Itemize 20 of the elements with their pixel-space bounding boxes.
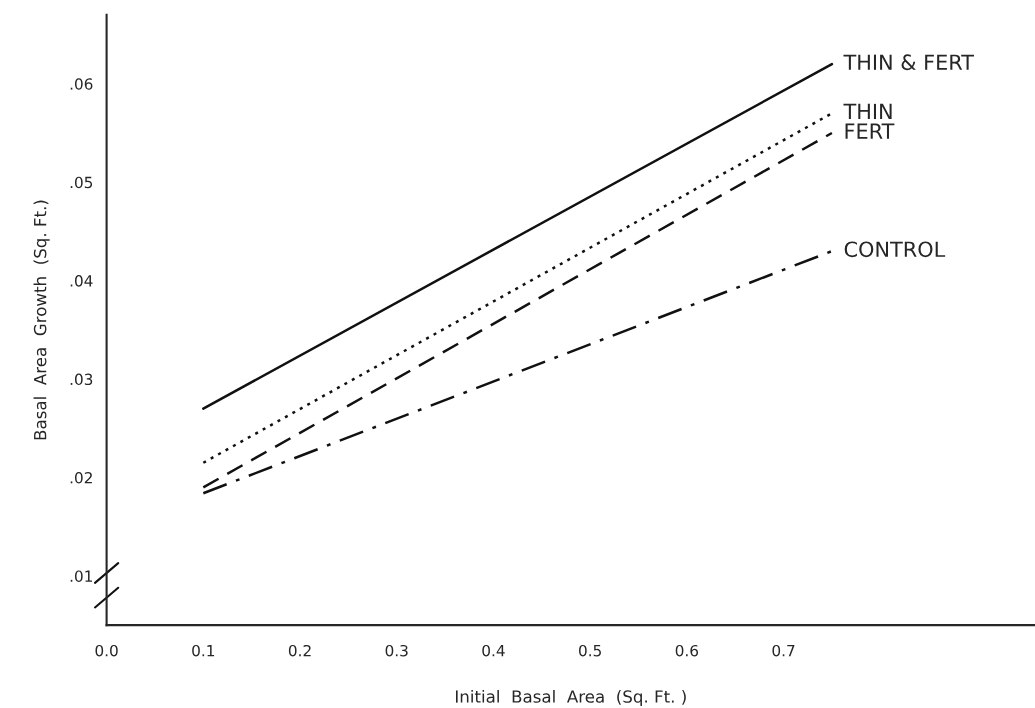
x-tick-label: 0.7 xyxy=(772,644,795,657)
y-tick-label: .02 xyxy=(70,471,92,484)
series-label: CONTROL xyxy=(844,241,946,258)
x-tick-label: 0.4 xyxy=(482,644,505,657)
series-label: FERT xyxy=(845,123,895,139)
x-tick-label: 0.0 xyxy=(95,644,118,657)
x-tick-label: 0.2 xyxy=(288,644,311,657)
x-tick-label: 0.1 xyxy=(192,644,215,657)
y-tick-label: .05 xyxy=(70,176,93,189)
y-tick-label: .04 xyxy=(70,275,93,287)
x-tick-label: 0.6 xyxy=(675,644,699,657)
y-tick-label: .06 xyxy=(70,78,93,90)
series-label: THIN xyxy=(843,103,892,120)
x-tick-label: 0.3 xyxy=(385,644,408,657)
x-axis-title: Initial Basal Area (Sq. Ft. ) xyxy=(455,689,686,707)
series-label: THIN & FERT xyxy=(843,54,975,71)
x-tick-label: 0.5 xyxy=(579,644,601,657)
y-tick-label: .01 xyxy=(70,570,92,582)
y-tick-label: .03 xyxy=(70,373,93,386)
y-axis-title: Basal Area Growth (Sq. Ft.) xyxy=(33,200,50,440)
